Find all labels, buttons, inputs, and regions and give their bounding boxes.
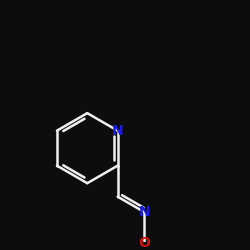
Text: O: O: [138, 236, 150, 250]
Text: N: N: [139, 205, 150, 219]
Text: N: N: [112, 124, 124, 138]
